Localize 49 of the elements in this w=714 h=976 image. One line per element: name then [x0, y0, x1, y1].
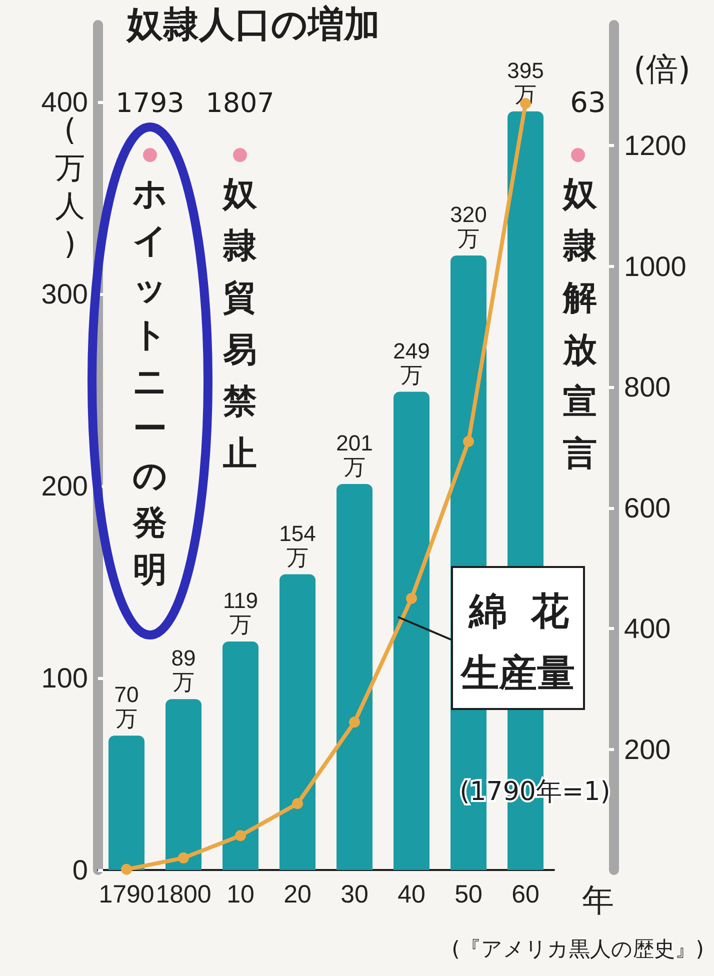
- data-label: 201万: [336, 430, 373, 480]
- bar: [394, 392, 430, 870]
- point: [235, 830, 246, 842]
- x-tick-label: 40: [398, 880, 426, 908]
- x-tick-label: 60: [512, 880, 540, 908]
- data-label: 70万: [114, 682, 139, 732]
- data-label: 119万: [222, 588, 258, 637]
- annotation: 1807: [206, 88, 274, 119]
- y2-tick-label: 600: [624, 492, 671, 524]
- data-label: 154万: [279, 520, 316, 570]
- y-tick-label: 300: [41, 278, 88, 310]
- point: [178, 852, 189, 864]
- annotation: 奴隷貿易禁止: [221, 174, 258, 474]
- data-label: 320万: [450, 202, 487, 251]
- x-tick-label: 10: [226, 880, 254, 908]
- y-tick-label: 100: [41, 662, 88, 694]
- point: [292, 798, 303, 810]
- point: [121, 864, 132, 875]
- text: ホイットニーの発明: [132, 174, 168, 590]
- y-tick-label: 200: [41, 470, 88, 502]
- y2-tick-label: 400: [624, 613, 671, 644]
- point: [406, 592, 417, 604]
- x-tick-label: 50: [454, 880, 482, 908]
- point: [349, 716, 360, 728]
- x-tick-label: 30: [340, 880, 368, 908]
- y2-tick-label: 1000: [624, 250, 686, 282]
- bar: [336, 484, 372, 870]
- x-axis-title: 年: [582, 882, 614, 918]
- y2-tick-label: 800: [624, 372, 671, 403]
- x-tick-label: 1790: [98, 880, 154, 908]
- bar: [222, 641, 258, 870]
- y2-axis-title: (倍): [634, 50, 690, 88]
- data-label: 89万: [171, 646, 196, 695]
- bar: [108, 736, 144, 870]
- y2-tick-label: 200: [624, 734, 671, 765]
- text: 奴隷解放宣言: [561, 174, 598, 474]
- x-tick-label: 1800: [156, 880, 212, 908]
- y-tick-label: 0: [72, 854, 88, 886]
- bar: [280, 574, 316, 870]
- annotation: 1793: [116, 88, 184, 119]
- point: [463, 436, 474, 447]
- y2-tick-label: 1200: [624, 130, 686, 162]
- series-label: 綿花生産量: [460, 589, 575, 695]
- bar: [166, 699, 202, 870]
- text: (『アメリカ黒人の歴史』): [452, 937, 704, 961]
- x-tick-label: 20: [284, 880, 312, 908]
- text: 63: [570, 86, 606, 119]
- data-label: 249万: [393, 338, 430, 388]
- chart-title: 奴隷人口の増加: [125, 4, 380, 46]
